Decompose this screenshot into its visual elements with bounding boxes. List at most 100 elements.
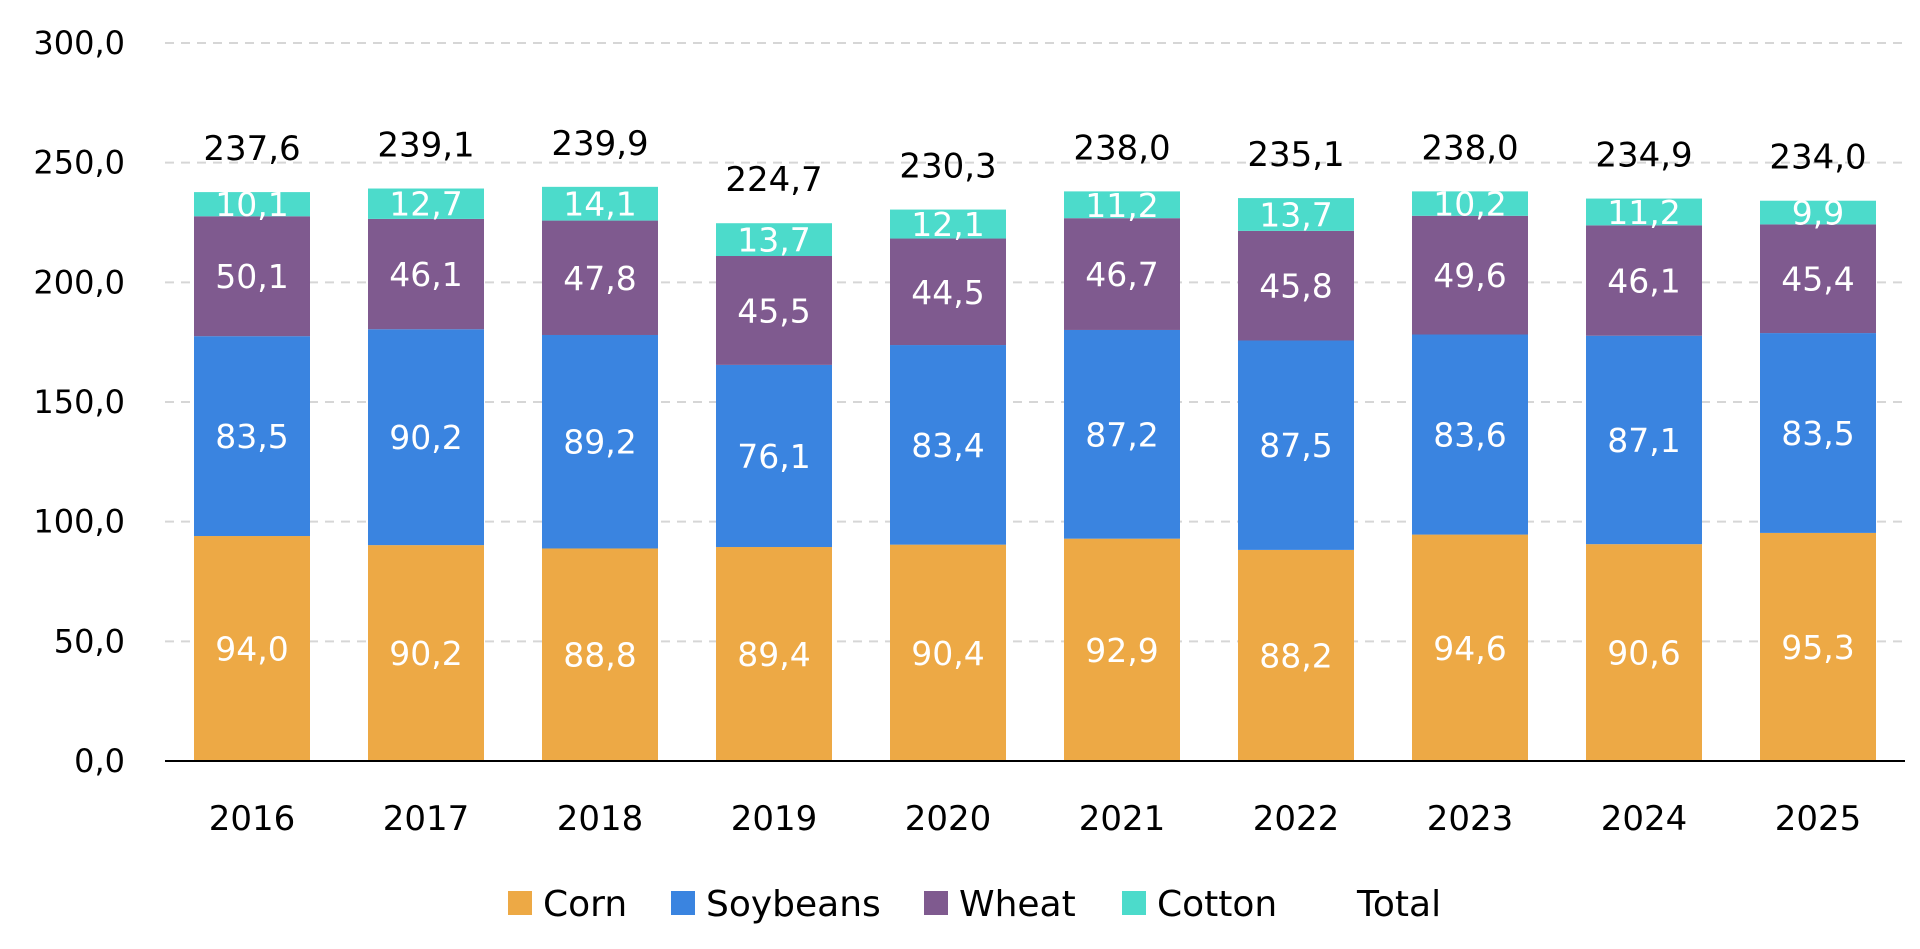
y-tick-label: 100,0 <box>33 503 125 541</box>
bar-segment-cotton <box>368 188 484 219</box>
data-label: 83,5 <box>215 417 288 456</box>
data-label: 12,1 <box>911 205 984 244</box>
y-tick-label: 300,0 <box>33 24 125 62</box>
bar-segment-cotton <box>1238 198 1354 231</box>
bar-segment-cotton <box>1760 200 1876 225</box>
x-axis: 2016 2017 2018 2019 2020 2021 2022 2023 2024 2025 <box>165 760 1905 839</box>
data-label: 92,9 <box>1085 631 1158 670</box>
legend-label: Wheat <box>959 884 1076 925</box>
data-label: 44,5 <box>911 273 984 312</box>
data-label: 9,9 <box>1792 194 1844 233</box>
bar-segment-wheat <box>1760 224 1876 334</box>
legend-item-wheat: Wheat <box>924 884 1076 925</box>
data-label: 46,1 <box>389 255 462 294</box>
total-label: 234,0 <box>1769 138 1866 178</box>
x-tick-label: 2025 <box>1775 799 1862 839</box>
legend-label: Soybeans <box>706 884 881 925</box>
bar-segment-wheat <box>368 218 484 330</box>
data-label: 45,8 <box>1259 267 1332 306</box>
data-label: 50,1 <box>215 257 288 296</box>
x-tick-label: 2019 <box>731 799 818 839</box>
data-label: 88,2 <box>1259 636 1332 675</box>
legend-label: Total <box>1356 884 1441 925</box>
data-label: 83,6 <box>1433 416 1506 455</box>
bar-segment-cotton <box>1586 198 1702 226</box>
bar-segment-wheat <box>1238 230 1354 341</box>
legend-item-total: Total <box>1356 884 1441 925</box>
bar-segment-corn <box>542 548 658 761</box>
x-tick-label: 2022 <box>1253 799 1340 839</box>
data-label: 90,4 <box>911 634 984 673</box>
legend-swatch <box>924 891 948 915</box>
bar-segment-cotton <box>1064 191 1180 219</box>
data-label: 89,4 <box>737 635 810 674</box>
y-tick-label: 150,0 <box>33 383 125 421</box>
data-label: 90,2 <box>389 418 462 457</box>
bar-segment-soybeans <box>1064 329 1180 539</box>
data-label: 47,8 <box>563 259 636 298</box>
total-label: 235,1 <box>1247 135 1344 175</box>
y-tick-label: 200,0 <box>33 263 125 301</box>
total-label: 239,9 <box>551 124 648 164</box>
total-label: 239,1 <box>377 126 474 166</box>
legend-swatch <box>671 891 695 915</box>
data-label: 11,2 <box>1607 193 1680 232</box>
legend-item-cotton: Cotton <box>1122 884 1277 925</box>
bar-segment-cotton <box>890 209 1006 239</box>
bar-segment-wheat <box>1586 225 1702 336</box>
x-tick-label: 2016 <box>209 799 296 839</box>
bar-segment-corn <box>1412 534 1528 761</box>
x-tick-label: 2017 <box>383 799 470 839</box>
total-label: 238,0 <box>1073 128 1170 168</box>
bar-segment-corn <box>1760 532 1876 761</box>
y-axis: 0,0 50,0 100,0 150,0 200,0 250,0 300,0 <box>33 24 125 780</box>
legend-swatch <box>1122 891 1146 915</box>
x-tick-label: 2021 <box>1079 799 1166 839</box>
data-label: 49,6 <box>1433 256 1506 295</box>
bar-segment-wheat <box>542 220 658 335</box>
legend-item-corn: Corn <box>508 884 627 925</box>
y-tick-label: 0,0 <box>74 742 125 780</box>
bar-segment-cotton <box>542 186 658 221</box>
data-label: 95,3 <box>1781 628 1854 667</box>
legend: Corn Soybeans Wheat Cotton Total <box>508 884 1441 925</box>
data-label: 14,1 <box>563 185 636 224</box>
data-label: 90,2 <box>389 634 462 673</box>
data-label: 87,1 <box>1607 421 1680 460</box>
bar-segment-wheat <box>1064 218 1180 330</box>
bar-segment-corn <box>1064 538 1180 761</box>
bar-segment-soybeans <box>716 364 832 548</box>
bar-segment-wheat <box>890 238 1006 346</box>
y-tick-label: 250,0 <box>33 144 125 182</box>
x-tick-label: 2023 <box>1427 799 1514 839</box>
bar-segment-corn <box>1238 549 1354 761</box>
total-label: 224,7 <box>725 160 822 200</box>
data-label: 94,6 <box>1433 629 1506 668</box>
bar-segment-soybeans <box>890 345 1006 545</box>
total-label: 234,9 <box>1595 136 1692 176</box>
bar-segment-cotton <box>1412 191 1528 216</box>
data-label: 46,7 <box>1085 255 1158 294</box>
legend-label: Corn <box>543 884 627 925</box>
total-label: 238,0 <box>1421 128 1518 168</box>
bar-segment-corn <box>368 545 484 761</box>
data-label: 11,2 <box>1085 186 1158 225</box>
bar-segment-soybeans <box>368 329 484 546</box>
x-tick-label: 2020 <box>905 799 992 839</box>
bar-segment-corn <box>890 544 1006 761</box>
bar-segment-wheat <box>716 256 832 365</box>
data-label: 45,4 <box>1781 260 1854 299</box>
data-label: 13,7 <box>737 221 810 260</box>
bar-segment-wheat <box>1412 215 1528 335</box>
bar-segment-soybeans <box>1586 335 1702 545</box>
data-label: 12,7 <box>389 185 462 224</box>
bar-segment-cotton <box>194 192 310 217</box>
legend-swatch <box>508 891 532 915</box>
bar-segment-soybeans <box>1412 334 1528 535</box>
data-label: 13,7 <box>1259 195 1332 234</box>
bar-segment-soybeans <box>1760 333 1876 533</box>
total-label: 230,3 <box>899 147 996 187</box>
bar-segment-corn <box>1586 544 1702 761</box>
bar-segment-wheat <box>194 216 310 337</box>
